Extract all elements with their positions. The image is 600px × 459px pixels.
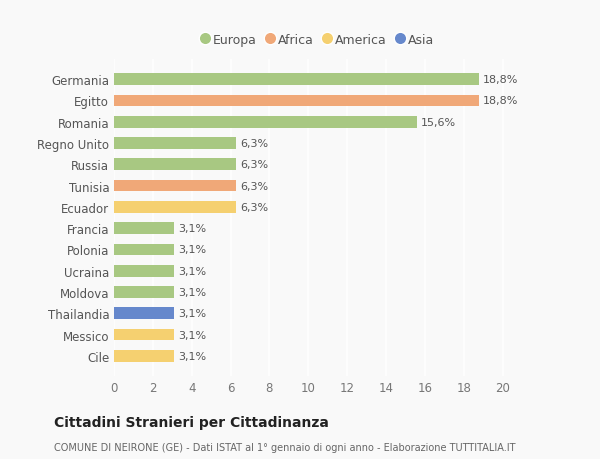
- Text: 15,6%: 15,6%: [421, 118, 456, 128]
- Text: 6,3%: 6,3%: [240, 160, 268, 170]
- Text: 6,3%: 6,3%: [240, 139, 268, 149]
- Bar: [114, 95, 479, 107]
- Text: 3,1%: 3,1%: [178, 330, 206, 340]
- Text: 3,1%: 3,1%: [178, 287, 206, 297]
- Bar: [114, 202, 236, 213]
- Bar: [114, 286, 174, 298]
- Text: 3,1%: 3,1%: [178, 224, 206, 234]
- Text: 3,1%: 3,1%: [178, 266, 206, 276]
- Text: 18,8%: 18,8%: [483, 75, 518, 85]
- Bar: [114, 74, 479, 86]
- Bar: [114, 265, 174, 277]
- Text: Cittadini Stranieri per Cittadinanza: Cittadini Stranieri per Cittadinanza: [54, 415, 329, 429]
- Bar: [114, 180, 236, 192]
- Bar: [114, 159, 236, 171]
- Bar: [114, 350, 174, 362]
- Text: 6,3%: 6,3%: [240, 181, 268, 191]
- Legend: Europa, Africa, America, Asia: Europa, Africa, America, Asia: [199, 31, 437, 49]
- Bar: [114, 117, 417, 128]
- Text: 3,1%: 3,1%: [178, 245, 206, 255]
- Bar: [114, 223, 174, 235]
- Text: 6,3%: 6,3%: [240, 202, 268, 213]
- Text: 18,8%: 18,8%: [483, 96, 518, 106]
- Bar: [114, 308, 174, 319]
- Text: COMUNE DI NEIRONE (GE) - Dati ISTAT al 1° gennaio di ogni anno - Elaborazione TU: COMUNE DI NEIRONE (GE) - Dati ISTAT al 1…: [54, 442, 515, 452]
- Bar: [114, 329, 174, 341]
- Text: 3,1%: 3,1%: [178, 351, 206, 361]
- Text: 3,1%: 3,1%: [178, 308, 206, 319]
- Bar: [114, 138, 236, 150]
- Bar: [114, 244, 174, 256]
